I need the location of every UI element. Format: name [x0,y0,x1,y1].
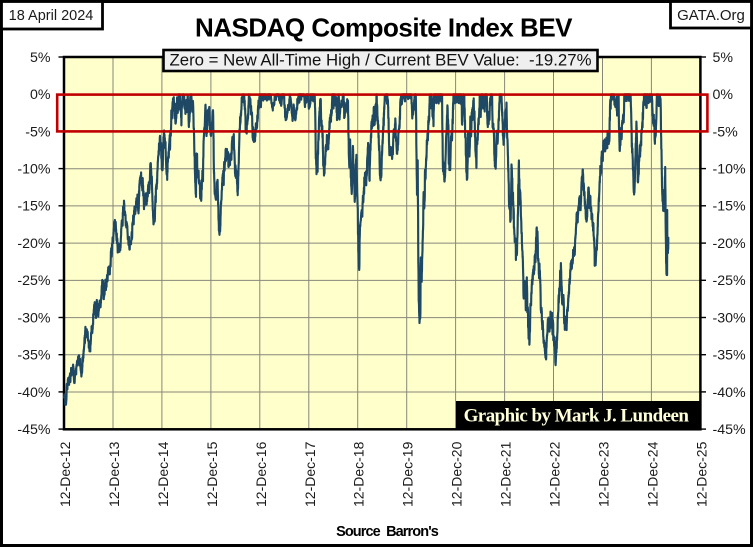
svg-text:Zero = New All-Time High / Cur: Zero = New All-Time High / Current BEV V… [169,50,591,69]
svg-text:12-Dec-14: 12-Dec-14 [155,441,171,507]
svg-text:-15%: -15% [713,199,747,215]
svg-text:-30%: -30% [713,310,747,326]
svg-text:Source Barron's: Source Barron's [336,524,439,540]
svg-text:-20%: -20% [713,236,747,252]
svg-text:-5%: -5% [713,124,739,140]
svg-text:-40%: -40% [713,385,747,401]
svg-text:12-Dec-12: 12-Dec-12 [57,441,73,507]
svg-text:12-Dec-24: 12-Dec-24 [644,441,660,507]
svg-text:12-Dec-16: 12-Dec-16 [253,441,269,507]
svg-text:12-Dec-20: 12-Dec-20 [449,441,465,507]
svg-text:-25%: -25% [713,273,747,289]
svg-text:-25%: -25% [17,273,51,289]
svg-text:5%: 5% [713,50,734,66]
svg-text:5%: 5% [30,50,51,66]
svg-text:-35%: -35% [713,348,747,364]
svg-text:12-Dec-23: 12-Dec-23 [596,441,612,507]
svg-text:12-Dec-13: 12-Dec-13 [106,441,122,507]
svg-text:12-Dec-21: 12-Dec-21 [498,441,514,507]
svg-text:GATA.Org: GATA.Org [677,7,745,24]
svg-text:-35%: -35% [17,348,51,364]
svg-text:0%: 0% [713,87,734,103]
svg-text:12-Dec-22: 12-Dec-22 [547,441,563,507]
svg-text:-10%: -10% [713,162,747,178]
svg-text:12-Dec-15: 12-Dec-15 [204,441,220,507]
svg-text:12-Dec-19: 12-Dec-19 [400,441,416,507]
svg-text:-30%: -30% [17,310,51,326]
svg-text:NASDAQ Composite Index BEV: NASDAQ Composite Index BEV [195,13,573,43]
svg-text:-45%: -45% [713,422,747,438]
svg-text:12-Dec-18: 12-Dec-18 [351,441,367,507]
svg-text:0%: 0% [30,87,51,103]
svg-text:-40%: -40% [17,385,51,401]
svg-text:-15%: -15% [17,199,51,215]
svg-text:-10%: -10% [17,162,51,178]
svg-text:Graphic by Mark J. Lundeen: Graphic by Mark J. Lundeen [464,406,690,427]
svg-text:-5%: -5% [25,124,51,140]
svg-text:12-Dec-25: 12-Dec-25 [693,441,709,507]
svg-text:18 April 2024: 18 April 2024 [9,8,94,24]
svg-text:-45%: -45% [17,422,51,438]
svg-text:-20%: -20% [17,236,51,252]
svg-text:12-Dec-17: 12-Dec-17 [302,441,318,507]
